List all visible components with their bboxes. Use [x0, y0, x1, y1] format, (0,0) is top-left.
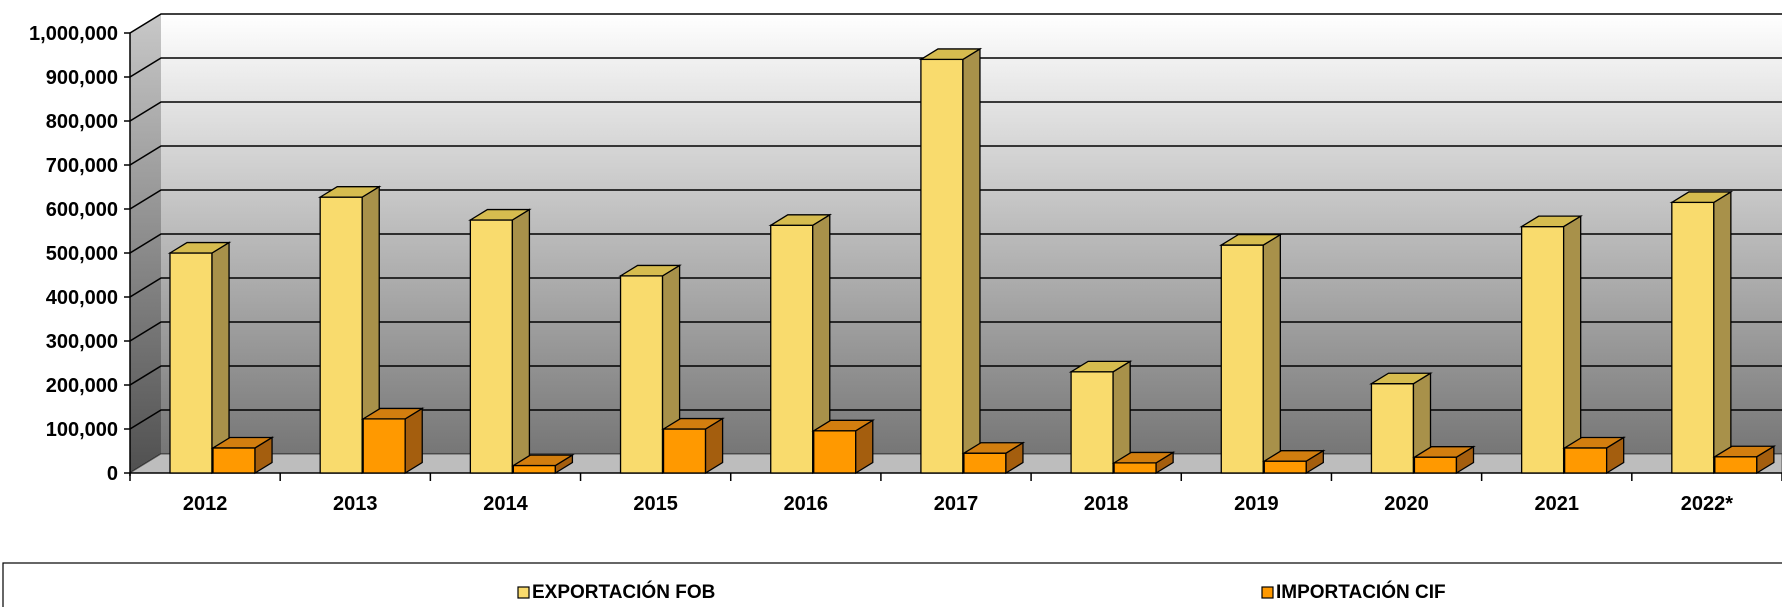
gridline — [129, 189, 1782, 210]
x-tick-label: 2019 — [1234, 493, 1279, 515]
bars — [167, 47, 1777, 475]
y-tick-label: 1,000,000 — [29, 23, 118, 45]
y-tick-label: 0 — [107, 463, 118, 485]
bar-exportacion-fob — [768, 213, 833, 475]
y-tick-label: 100,000 — [46, 419, 118, 441]
bar-importacion-cif — [360, 407, 425, 475]
bar-exportacion-fob — [1519, 214, 1583, 475]
bar-importacion-cif — [811, 419, 876, 475]
bar-importacion-cif — [1412, 445, 1476, 475]
y-tick-label: 800,000 — [46, 111, 118, 133]
gridline — [129, 13, 1782, 34]
legend-label: IMPORTACIÓN CIF — [1276, 581, 1446, 603]
legend-label: EXPORTACIÓN FOB — [532, 581, 715, 603]
y-tick-label: 400,000 — [46, 287, 118, 309]
legend-box — [2, 562, 1782, 607]
bar-importacion-cif — [511, 453, 575, 475]
x-tick-label: 2022* — [1681, 493, 1733, 515]
x-tick-label: 2020 — [1384, 493, 1429, 515]
gridline — [129, 145, 1782, 166]
x-tick-label: 2015 — [633, 493, 678, 515]
x-tick-label: 2017 — [934, 493, 979, 515]
bar-exportacion-fob — [918, 47, 983, 475]
gridline — [129, 101, 1782, 122]
y-tick-label: 300,000 — [46, 331, 118, 353]
x-tick-label: 2013 — [333, 493, 378, 515]
bar-importacion-cif — [961, 441, 1026, 475]
bar-importacion-cif — [1562, 436, 1626, 475]
bar-exportacion-fob — [1068, 360, 1133, 475]
bar-exportacion-fob — [1669, 190, 1734, 475]
legend-swatch — [517, 586, 530, 599]
y-tick-label: 500,000 — [46, 243, 118, 265]
legend-swatch — [1261, 586, 1274, 599]
bar-exportacion-fob — [1369, 372, 1433, 475]
y-tick-label: 200,000 — [46, 375, 118, 397]
y-axis: 0 100,000 200,000 300,000 400,000 500,000 600,… — [29, 23, 131, 485]
bar-exportacion-fob — [317, 185, 382, 475]
x-tick-label: 2012 — [183, 493, 228, 515]
x-tick-label: 2021 — [1534, 493, 1579, 515]
bar-exportacion-fob — [167, 241, 232, 475]
y-tick-label: 900,000 — [46, 67, 118, 89]
bar-exportacion-fob — [1218, 233, 1283, 475]
legend: EXPORTACIÓN FOB IMPORTACIÓN CIF — [2, 562, 1782, 607]
bar-importacion-cif — [210, 436, 275, 475]
bar-importacion-cif — [661, 417, 725, 475]
x-tick-label: 2016 — [784, 493, 829, 515]
bar-importacion-cif — [1261, 449, 1326, 475]
x-axis: 2012 2013 2014 2015 2016 2017 2018 2019 2020 2021… — [129, 472, 1782, 515]
y-tick-label: 700,000 — [46, 155, 118, 177]
bar-importacion-cif — [1712, 445, 1777, 475]
x-tick-label: 2014 — [483, 493, 528, 515]
bar-importacion-cif — [1111, 451, 1176, 475]
gridline — [129, 57, 1782, 78]
bar-exportacion-fob — [468, 208, 532, 475]
x-tick-label: 2018 — [1084, 493, 1129, 515]
y-tick-label: 600,000 — [46, 199, 118, 221]
